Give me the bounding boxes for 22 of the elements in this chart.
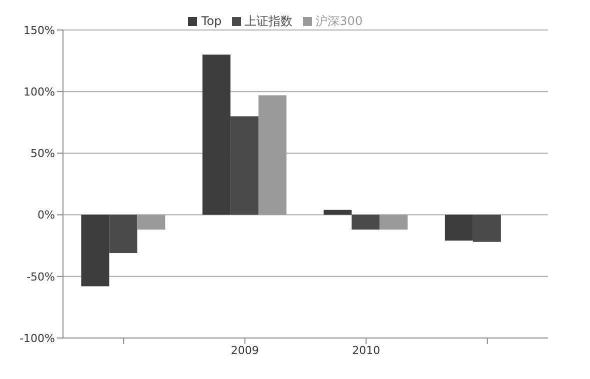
bar bbox=[137, 214, 166, 230]
bar bbox=[444, 214, 473, 241]
bar bbox=[202, 54, 230, 215]
bar bbox=[109, 214, 138, 253]
bar bbox=[324, 210, 352, 215]
x-tick-label: 2009 bbox=[230, 344, 259, 357]
bar bbox=[380, 214, 408, 230]
legend-label: 沪深300 bbox=[316, 14, 363, 28]
y-tick-label: 150% bbox=[24, 24, 55, 37]
y-tick-label: 50% bbox=[30, 147, 55, 160]
y-tick-label: -50% bbox=[26, 270, 55, 284]
legend-label: Top bbox=[201, 14, 222, 28]
x-tick-label: 2010 bbox=[352, 344, 380, 357]
bar bbox=[81, 214, 110, 286]
y-tick-label: 100% bbox=[24, 86, 55, 99]
bar bbox=[230, 116, 258, 215]
y-tick-label: 0% bbox=[38, 208, 55, 222]
y-tick-label: -100% bbox=[20, 332, 55, 345]
bar bbox=[258, 95, 286, 215]
legend-label: 上证指数 bbox=[244, 14, 293, 28]
bar bbox=[472, 214, 501, 242]
bar bbox=[352, 214, 380, 230]
